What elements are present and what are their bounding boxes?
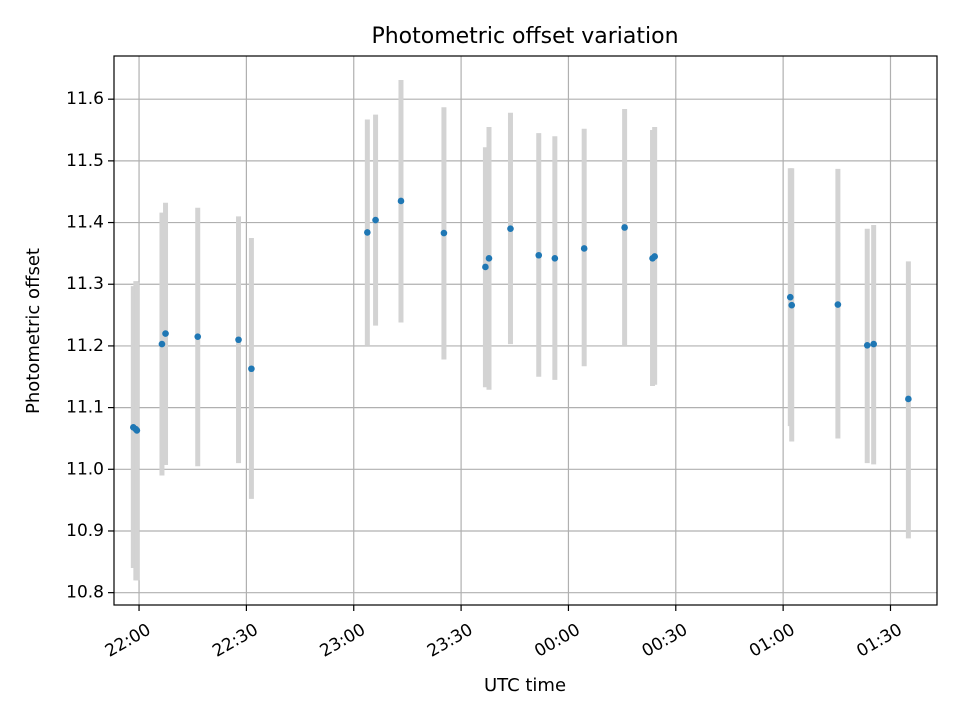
x-tick-label: 23:00 <box>317 620 369 662</box>
data-point <box>133 427 141 434</box>
y-axis-label: Photometric offset <box>23 248 44 414</box>
x-tick-label: 00:00 <box>531 620 583 662</box>
y-tick-label: 11.0 <box>66 459 104 479</box>
y-tick-label: 11.6 <box>66 89 104 109</box>
chart-title: Photometric offset variation <box>371 24 678 49</box>
data-point <box>863 342 871 349</box>
x-tick-label: 22:00 <box>102 620 154 662</box>
data-point <box>194 333 202 340</box>
data-point <box>580 245 588 252</box>
data-point <box>158 340 166 348</box>
data-point <box>482 263 489 271</box>
error-bars <box>130 80 911 581</box>
data-point <box>786 293 794 301</box>
plot-frame <box>113 55 938 606</box>
data-point <box>788 301 796 309</box>
y-tick-label: 11.3 <box>66 274 104 294</box>
data-points <box>130 197 912 434</box>
y-tick-label: 11.4 <box>66 213 104 233</box>
data-point <box>235 336 242 344</box>
data-point <box>651 253 658 260</box>
data-point <box>485 255 493 262</box>
x-axis-label: UTC time <box>484 675 566 696</box>
data-point <box>162 330 169 337</box>
data-point <box>870 340 877 348</box>
data-point <box>621 224 628 231</box>
x-tick-label: 01:00 <box>746 620 798 662</box>
data-point <box>364 229 371 236</box>
y-tick-label: 11.2 <box>66 336 104 356</box>
y-tick-label: 10.9 <box>66 521 104 541</box>
x-tick-label: 01:30 <box>853 620 905 662</box>
data-point <box>535 251 543 259</box>
data-point <box>905 395 912 403</box>
y-axis-ticks: 10.8 10.9 11.0 11.1 11.2 11.3 11.4 11.5 11.6 <box>66 89 114 603</box>
y-tick-label: 11.5 <box>66 151 104 171</box>
x-tick-label: 00:30 <box>639 620 691 662</box>
data-point <box>551 255 559 262</box>
data-point <box>397 197 405 205</box>
data-point <box>372 216 379 224</box>
data-point <box>440 229 448 237</box>
y-tick-label: 10.8 <box>66 583 104 603</box>
y-tick-label: 11.1 <box>66 398 104 418</box>
data-point <box>507 225 514 233</box>
x-tick-label: 22:30 <box>209 620 261 662</box>
data-point <box>248 365 255 373</box>
x-tick-label: 23:30 <box>424 620 476 662</box>
data-point <box>834 301 842 308</box>
x-axis-ticks: 22:00 22:30 23:00 23:30 00:00 00:30 01:00 01:30 <box>102 605 906 662</box>
